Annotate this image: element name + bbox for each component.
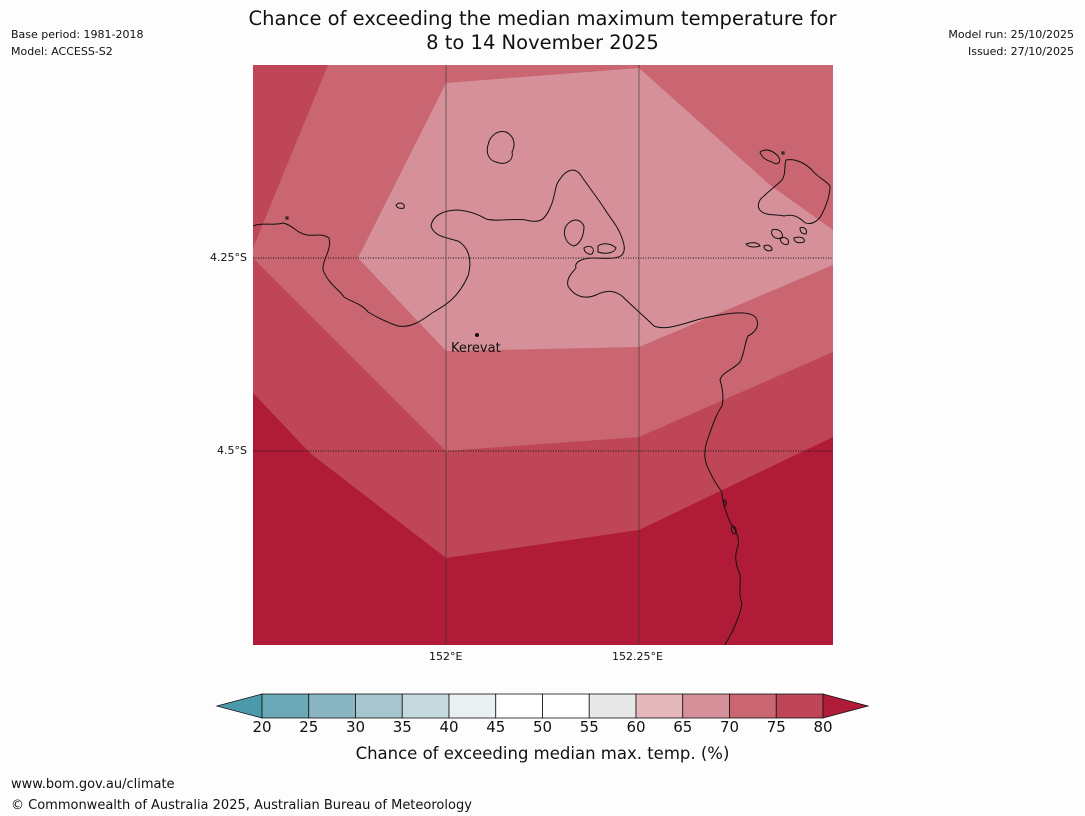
- colorbar-tick-label: 70: [719, 718, 740, 736]
- kerevat-label: Kerevat: [451, 341, 501, 356]
- colorbar-bin: [495, 693, 543, 719]
- colorbar-bin: [635, 693, 684, 719]
- colorbar-tick-label: 50: [532, 718, 553, 736]
- footer-copyright: © Commonwealth of Australia 2025, Austra…: [11, 798, 472, 813]
- colorbar-bin: [308, 693, 356, 719]
- colorbar-extend-high: [822, 693, 870, 719]
- lon-label-152: 152°E: [429, 650, 463, 663]
- colorbar-bin: [355, 693, 403, 719]
- colorbar-bin: [775, 693, 824, 719]
- colorbar-tick-label: 80: [813, 718, 833, 736]
- colorbar-tick-label: 55: [579, 718, 599, 736]
- colorbar-tick-label: 45: [486, 718, 506, 736]
- colorbar-tick-label: 35: [392, 718, 412, 736]
- colorbar-tick-label: 75: [766, 718, 786, 736]
- colorbar-extend-low: [215, 693, 263, 719]
- lat-label-4-5: 4.5°S: [217, 444, 247, 457]
- map-title: Chance of exceeding the median maximum t…: [200, 7, 885, 55]
- footer: www.bom.gov.au/climate © Commonwealth of…: [11, 774, 472, 816]
- colorbar-bin: [448, 693, 497, 719]
- meta-right: Model run: 25/10/2025 Issued: 27/10/2025: [948, 26, 1074, 60]
- colorbar-tick-label: 40: [439, 718, 459, 736]
- base-period: Base period: 1981-2018: [11, 28, 144, 41]
- colorbar-tick-label: 65: [673, 718, 693, 736]
- lon-label-152-25: 152.25°E: [612, 650, 663, 663]
- lat-label-4-25: 4.25°S: [210, 251, 247, 264]
- model-run: Model run: 25/10/2025: [948, 28, 1074, 41]
- colorbar-ticks: 20 25 30 35 40 45 50 55 60 65 70 75 80: [0, 718, 1085, 738]
- colorbar-bin: [682, 693, 730, 719]
- title-line-1: Chance of exceeding the median maximum t…: [248, 7, 837, 30]
- footer-url: www.bom.gov.au/climate: [11, 777, 175, 792]
- colorbar-tick-label: 25: [299, 718, 319, 736]
- issued-date: Issued: 27/10/2025: [967, 45, 1074, 58]
- colorbar-tick-label: 30: [345, 718, 366, 736]
- meta-left: Base period: 1981-2018 Model: ACCESS-S2: [11, 26, 143, 60]
- zone-65-70: [358, 68, 833, 351]
- colorbar-label: Chance of exceeding median max. temp. (%…: [355, 744, 730, 763]
- colorbar-tick-label: 20: [252, 718, 272, 736]
- colorbar-bin: [401, 693, 450, 719]
- colorbar-bin: [729, 693, 777, 719]
- model-name: Model: ACCESS-S2: [11, 45, 113, 58]
- colorbar-tick-label: 60: [626, 718, 646, 736]
- colorbar-bin: [588, 693, 637, 719]
- zone-70-75-east: [639, 65, 833, 230]
- colorbar-bin: [542, 693, 590, 719]
- title-line-2: 8 to 14 November 2025: [426, 31, 659, 54]
- colorbar-bin: [261, 693, 310, 719]
- kerevat-marker: [475, 333, 479, 337]
